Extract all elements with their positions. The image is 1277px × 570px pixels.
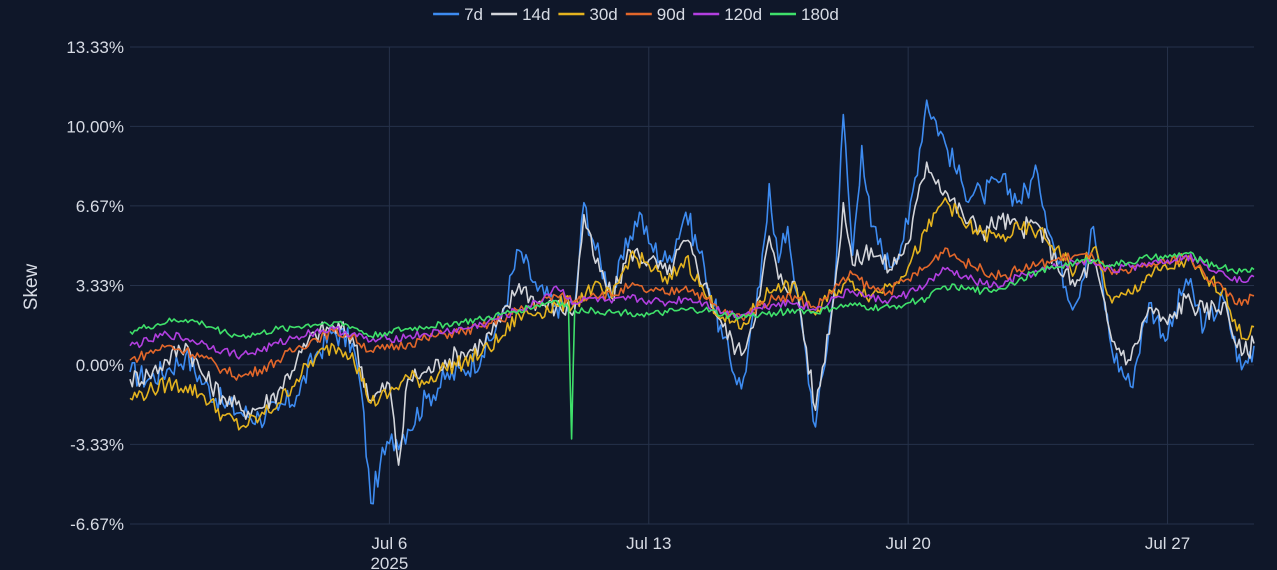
series-line-90d: [129, 247, 1255, 381]
legend-label: 7d: [464, 5, 483, 24]
x-tick-sublabel: 2025: [370, 554, 408, 570]
y-tick-label: 6.67%: [76, 197, 124, 216]
y-tick-label: 0.00%: [76, 356, 124, 375]
legend-label: 14d: [522, 5, 550, 24]
legend-item-14d[interactable]: 14d: [491, 5, 550, 24]
legend-item-90d[interactable]: 90d: [625, 5, 685, 24]
y-axis-title: Skew: [21, 263, 42, 310]
y-axis: 13.33% 10.00% 6.67% 3.33% 0.00% -3.33% -6.67%: [66, 38, 124, 534]
y-tick-label: 10.00%: [66, 117, 124, 136]
series-line-14d: [129, 161, 1255, 466]
series-layer: [129, 99, 1255, 505]
x-tick-label: Jul 13: [626, 534, 671, 553]
series-line-120d: [129, 252, 1255, 360]
legend-label: 30d: [589, 5, 617, 24]
y-tick-label: -6.67%: [70, 515, 124, 534]
legend-item-7d[interactable]: 7d: [433, 5, 483, 24]
grid-layer: [130, 46, 1254, 525]
series-line-180d: [129, 251, 1255, 440]
legend-item-30d[interactable]: 30d: [558, 5, 618, 24]
y-tick-label: 13.33%: [66, 38, 124, 57]
legend-item-180d[interactable]: 180d: [770, 5, 839, 24]
series-line-30d: [129, 197, 1255, 431]
y-tick-label: -3.33%: [70, 435, 124, 454]
y-tick-label: 3.33%: [76, 277, 124, 296]
legend-item-120d[interactable]: 120d: [693, 5, 762, 24]
series-line-7d: [129, 99, 1255, 505]
legend-label: 90d: [657, 5, 685, 24]
legend-label: 180d: [801, 5, 839, 24]
legend-label: 120d: [724, 5, 762, 24]
x-tick-label: Jul 20: [885, 534, 930, 553]
x-tick-label: Jul 6: [371, 534, 407, 553]
legend: 7d 14d 30d 90d 120d 180d: [433, 5, 839, 24]
x-tick-label: Jul 27: [1145, 534, 1190, 553]
